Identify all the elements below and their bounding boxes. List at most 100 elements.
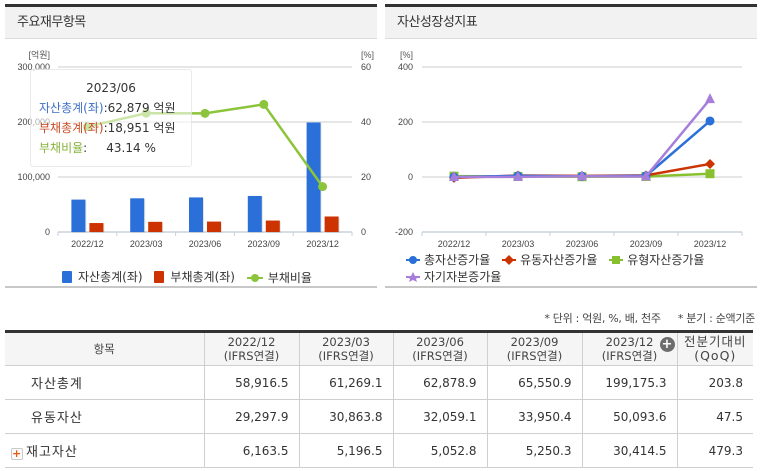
header-2023-09: 2023/09 (IFRS연결) <box>487 331 583 366</box>
cell: 29,297.9 <box>204 399 300 434</box>
cell: 65,550.9 <box>487 365 583 400</box>
tooltip-liabilities-value: :18,951 억원 <box>103 121 176 135</box>
unit-note: * 단위 : 억원, %, 배, 천주 <box>544 312 661 325</box>
cell: 58,916.5 <box>204 365 300 400</box>
svg-text:20: 20 <box>361 172 371 182</box>
header-qoq-sub: (QoQ) <box>694 348 737 363</box>
header-period: 2022/12 <box>227 335 276 349</box>
legend-item-total-assets[interactable]: 총자산증가율 <box>406 252 490 268</box>
svg-text:2022/12: 2022/12 <box>438 239 471 249</box>
red-square-icon <box>154 270 165 283</box>
header-basis: (IFRS연결) <box>506 349 563 363</box>
svg-text:40: 40 <box>361 117 371 127</box>
svg-text:0: 0 <box>361 227 366 237</box>
cell: 199,175.3 <box>582 365 678 400</box>
legend-label-ratio: 부채비율 <box>267 271 312 285</box>
cell: 50,093.6 <box>582 399 678 434</box>
header-period: 2023/12 <box>605 335 654 349</box>
tooltip-period: 2023/06 <box>86 81 136 95</box>
legend-label-liabilities: 부채총계(좌) <box>170 270 235 284</box>
header-period: 2023/06 <box>416 335 464 349</box>
tooltip-assets-row: 자산총계(좌):62,879 억원 <box>31 98 191 118</box>
legend-item-tangible-assets[interactable]: 유형자산증가율 <box>609 252 704 268</box>
line-dot-icon <box>246 273 263 282</box>
legend-item-ratio[interactable]: 부채비율 <box>246 269 312 286</box>
table-header-row: 항목 2022/12 (IFRS연결) 2023/03 (IFRS연결) 2023/… <box>5 331 753 366</box>
header-basis: (IFRS연결) <box>223 349 280 363</box>
legend-label-total-assets: 총자산증가율 <box>424 253 491 267</box>
cell: 6,163.5 <box>204 433 300 468</box>
expand-plus-icon[interactable]: + <box>11 447 23 460</box>
asset-growth-title: 자산성장성지표 <box>385 7 757 39</box>
row-label-current-assets: 유동자산 <box>5 399 205 434</box>
key-financials-chart: [억원][%]00100,00020200,00040300,000602022… <box>17 49 374 249</box>
svg-text:[%]: [%] <box>361 50 374 60</box>
cell: 5,196.5 <box>299 433 394 468</box>
header-2023-03: 2023/03 (IFRS연결) <box>299 331 394 366</box>
diamond-marker-icon <box>502 255 517 265</box>
tooltip-assets-label: 자산총계(좌) <box>39 101 104 115</box>
legend-item-current-assets[interactable]: 유동자산증가율 <box>502 252 597 268</box>
cell: 62,878.9 <box>393 365 488 400</box>
cell: 5,052.8 <box>393 433 488 468</box>
header-2023-06: 2023/06 (IFRS연결) <box>393 331 488 366</box>
header-item-label: 항목 <box>93 342 115 356</box>
tooltip-ratio-label: 부채비율 <box>39 141 84 155</box>
header-2023-12: 2023/12 (IFRS연결) + <box>582 331 678 366</box>
svg-text:2022/12: 2022/12 <box>71 239 104 249</box>
cell: 30,414.5 <box>582 433 678 468</box>
tooltip-assets-value: :62,879 억원 <box>103 101 176 115</box>
cell: 32,059.1 <box>393 399 488 434</box>
chart-tooltip: 2023/06 자산총계(좌):62,879 억원 부채총계(좌):18,951… <box>30 69 192 167</box>
svg-text:2023/03: 2023/03 <box>130 239 163 249</box>
table-row: + 재고자산 6,163.5 5,196.5 5,052.8 5,250.3 30… <box>5 433 753 468</box>
header-basis: (IFRS연결) <box>601 349 658 363</box>
svg-text:2023/12: 2023/12 <box>306 239 339 249</box>
legend-label-equity: 자기자본증가율 <box>424 270 502 284</box>
row-label-total-assets: 자산총계 <box>5 365 205 400</box>
svg-text:400: 400 <box>398 62 413 72</box>
key-financials-title: 주요재무항목 <box>5 7 377 39</box>
header-item: 항목 <box>5 331 205 366</box>
asset-growth-legend: 총자산증가율 유동자산증가율 유형자산증가율 자기자본증가율 <box>406 252 756 286</box>
asset-growth-chart: [%] -200 0 200 400 2022/12 2023/03 2023/06 2023/… <box>395 50 743 249</box>
svg-text:2023/06: 2023/06 <box>189 239 222 249</box>
row-label-inventory[interactable]: + 재고자산 <box>5 433 205 468</box>
expand-columns-plus-icon[interactable]: + <box>659 337 675 352</box>
header-period: 2023/09 <box>510 335 559 349</box>
header-basis: (IFRS연결) <box>412 349 468 363</box>
svg-text:2023/09: 2023/09 <box>630 239 663 249</box>
header-qoq-label: 전분기대비 <box>683 334 747 349</box>
legend-label-tangible-assets: 유형자산증가율 <box>627 253 705 267</box>
tooltip-ratio-row: 부채비율: 43.14 % <box>31 138 191 158</box>
key-financials-legend: 자산총계(좌) 부채총계(좌) 부채비율 <box>62 268 320 286</box>
cell: 47.5 <box>677 399 753 434</box>
cell: 479.3 <box>677 433 753 468</box>
svg-text:100,000: 100,000 <box>17 172 50 182</box>
star-marker-icon <box>406 272 420 282</box>
svg-text:60: 60 <box>361 62 371 72</box>
cell: 5,250.3 <box>487 433 583 468</box>
cell: 61,269.1 <box>299 365 394 400</box>
legend-item-liabilities[interactable]: 부채총계(좌) <box>154 268 235 285</box>
legend-label-current-assets: 유동자산증가율 <box>520 253 598 267</box>
quarter-note: * 분기 : 순액기준 <box>677 312 755 325</box>
blue-square-icon <box>62 270 72 283</box>
tooltip-liabilities-label: 부채총계(좌) <box>39 121 104 135</box>
square-marker-icon <box>609 256 624 264</box>
cell: 203.8 <box>677 365 753 400</box>
svg-text:2023/03: 2023/03 <box>502 239 535 249</box>
svg-text:0: 0 <box>408 172 413 182</box>
header-period: 2023/03 <box>322 335 370 349</box>
svg-text:200: 200 <box>398 117 413 127</box>
header-basis: (IFRS연결) <box>318 349 374 363</box>
table-row: 유동자산 29,297.9 30,863.8 32,059.1 33,950.4… <box>5 399 753 434</box>
header-2022-12: 2022/12 (IFRS연결) <box>204 331 300 366</box>
svg-text:[억원]: [억원] <box>28 49 50 60</box>
legend-item-equity[interactable]: 자기자본증가율 <box>406 269 501 285</box>
svg-text:300,000: 300,000 <box>17 62 50 72</box>
header-qoq: 전분기대비 (QoQ) <box>677 331 753 366</box>
svg-text:2023/06: 2023/06 <box>566 239 599 249</box>
financial-table: 항목 2022/12 (IFRS연결) 2023/03 (IFRS연결) 2023/… <box>5 330 753 468</box>
legend-item-assets[interactable]: 자산총계(좌) <box>62 268 143 285</box>
